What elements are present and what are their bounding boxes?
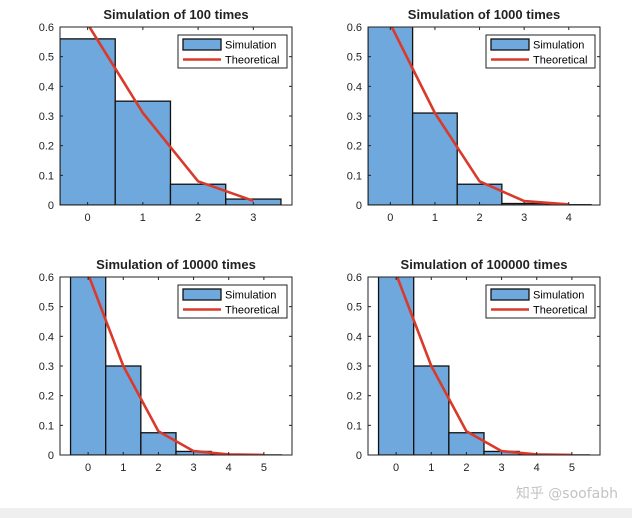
legend-label-theoretical: Theoretical xyxy=(225,55,279,67)
y-tick-label: 0.2 xyxy=(39,391,54,403)
x-tick-label: 3 xyxy=(499,462,505,474)
y-tick-label: 0.4 xyxy=(347,81,362,93)
x-tick-label: 0 xyxy=(85,462,91,474)
y-tick-label: 0.2 xyxy=(347,141,362,153)
x-tick-label: 0 xyxy=(85,212,91,224)
y-tick-label: 0.1 xyxy=(347,420,362,432)
histogram-bar xyxy=(169,183,227,205)
x-tick-label: 4 xyxy=(534,462,540,474)
histogram-bar xyxy=(456,183,503,205)
x-tick-label: 4 xyxy=(566,212,572,224)
histogram-bar xyxy=(105,365,142,455)
chart-title: Simulation of 100 times xyxy=(103,7,248,22)
x-tick-label: 0 xyxy=(387,212,393,224)
chart-title: Simulation of 1000 times xyxy=(408,7,560,22)
legend-label-theoretical: Theoretical xyxy=(533,305,587,317)
histogram-bar xyxy=(69,277,107,455)
histogram-bar xyxy=(377,277,415,455)
x-tick-label: 3 xyxy=(191,462,197,474)
theoretical-line xyxy=(87,277,264,455)
y-tick-label: 0.6 xyxy=(39,272,54,284)
x-tick-label: 1 xyxy=(120,462,126,474)
chart-panel: 0 0.1 0.2 0.3 0.4 0.5 0.6 0 1 2 3 4 5 Simulation of 1… xyxy=(39,257,293,474)
y-tick-label: 0.3 xyxy=(347,361,362,373)
x-tick-label: 5 xyxy=(569,462,575,474)
y-tick-label: 0.4 xyxy=(347,331,362,343)
chart-panel: 0 0.1 0.2 0.3 0.4 0.5 0.6 0 1 2 3 Simulation of 100… xyxy=(39,7,293,224)
y-tick-label: 0 xyxy=(356,450,362,462)
y-tick-label: 0.5 xyxy=(347,302,362,314)
x-tick-label: 3 xyxy=(250,212,256,224)
chart-title: Simulation of 100000 times xyxy=(401,257,568,272)
legend-label-simulation: Simulation xyxy=(225,40,276,52)
y-tick-label: 0.3 xyxy=(39,111,54,123)
y-tick-label: 0 xyxy=(48,450,54,462)
histogram-bar xyxy=(368,27,414,205)
y-tick-label: 0.5 xyxy=(347,52,362,64)
histogram-bar xyxy=(413,365,450,455)
legend-label-simulation: Simulation xyxy=(533,40,584,52)
y-tick-label: 0.5 xyxy=(39,302,54,314)
chart-panel: 0 0.1 0.2 0.3 0.4 0.5 0.6 0 1 2 3 4 Simulation of 10… xyxy=(347,7,601,224)
y-tick-label: 0.4 xyxy=(39,331,54,343)
x-tick-label: 4 xyxy=(226,462,232,474)
bottom-strip xyxy=(0,508,632,518)
chart-title: Simulation of 10000 times xyxy=(96,257,256,272)
x-tick-label: 1 xyxy=(140,212,146,224)
theoretical-line xyxy=(390,27,569,205)
x-tick-label: 2 xyxy=(155,462,161,474)
x-tick-label: 2 xyxy=(195,212,201,224)
legend: Simulation Theoretical xyxy=(177,284,288,319)
legend-swatch-simulation xyxy=(490,38,530,51)
legend: Simulation Theoretical xyxy=(485,34,596,69)
y-tick-label: 0.6 xyxy=(39,22,54,34)
histogram-bar xyxy=(114,100,172,205)
plot-content xyxy=(368,27,592,205)
legend-swatch-simulation xyxy=(182,288,222,301)
histogram-bar xyxy=(60,38,116,205)
watermark: 知乎 @soofabh xyxy=(515,486,618,502)
y-tick-label: 0.3 xyxy=(347,111,362,123)
x-tick-label: 1 xyxy=(432,212,438,224)
y-tick-label: 0.6 xyxy=(347,272,362,284)
y-tick-label: 0.5 xyxy=(39,52,54,64)
y-tick-label: 0.6 xyxy=(347,22,362,34)
y-tick-label: 0 xyxy=(356,200,362,212)
theoretical-line xyxy=(87,27,254,203)
legend-label-theoretical: Theoretical xyxy=(533,55,587,67)
x-tick-label: 2 xyxy=(476,212,482,224)
plot-content xyxy=(60,27,282,205)
x-tick-label: 3 xyxy=(521,212,527,224)
legend-swatch-simulation xyxy=(490,288,530,301)
plot-content xyxy=(377,277,591,455)
legend-swatch-simulation xyxy=(182,38,222,51)
y-tick-label: 0.4 xyxy=(39,81,54,93)
x-tick-label: 0 xyxy=(393,462,399,474)
theoretical-line xyxy=(395,277,572,455)
x-tick-label: 5 xyxy=(261,462,267,474)
x-tick-label: 2 xyxy=(463,462,469,474)
plot-content xyxy=(69,277,283,455)
chart-panel: 0 0.1 0.2 0.3 0.4 0.5 0.6 0 1 2 3 4 5 Simulation of 1… xyxy=(347,257,601,474)
x-tick-label: 1 xyxy=(428,462,434,474)
legend-label-theoretical: Theoretical xyxy=(225,305,279,317)
histogram-bar xyxy=(448,432,485,455)
y-tick-label: 0.1 xyxy=(39,170,54,182)
legend: Simulation Theoretical xyxy=(485,284,596,319)
y-tick-label: 0.2 xyxy=(39,141,54,153)
y-tick-label: 0 xyxy=(48,200,54,212)
histogram-bar xyxy=(411,112,458,205)
legend-label-simulation: Simulation xyxy=(225,290,276,302)
y-tick-label: 0.1 xyxy=(347,170,362,182)
legend-label-simulation: Simulation xyxy=(533,290,584,302)
y-tick-label: 0.3 xyxy=(39,361,54,373)
y-tick-label: 0.2 xyxy=(347,391,362,403)
histogram-bar xyxy=(140,432,177,455)
legend: Simulation Theoretical xyxy=(177,34,288,69)
y-tick-label: 0.1 xyxy=(39,420,54,432)
